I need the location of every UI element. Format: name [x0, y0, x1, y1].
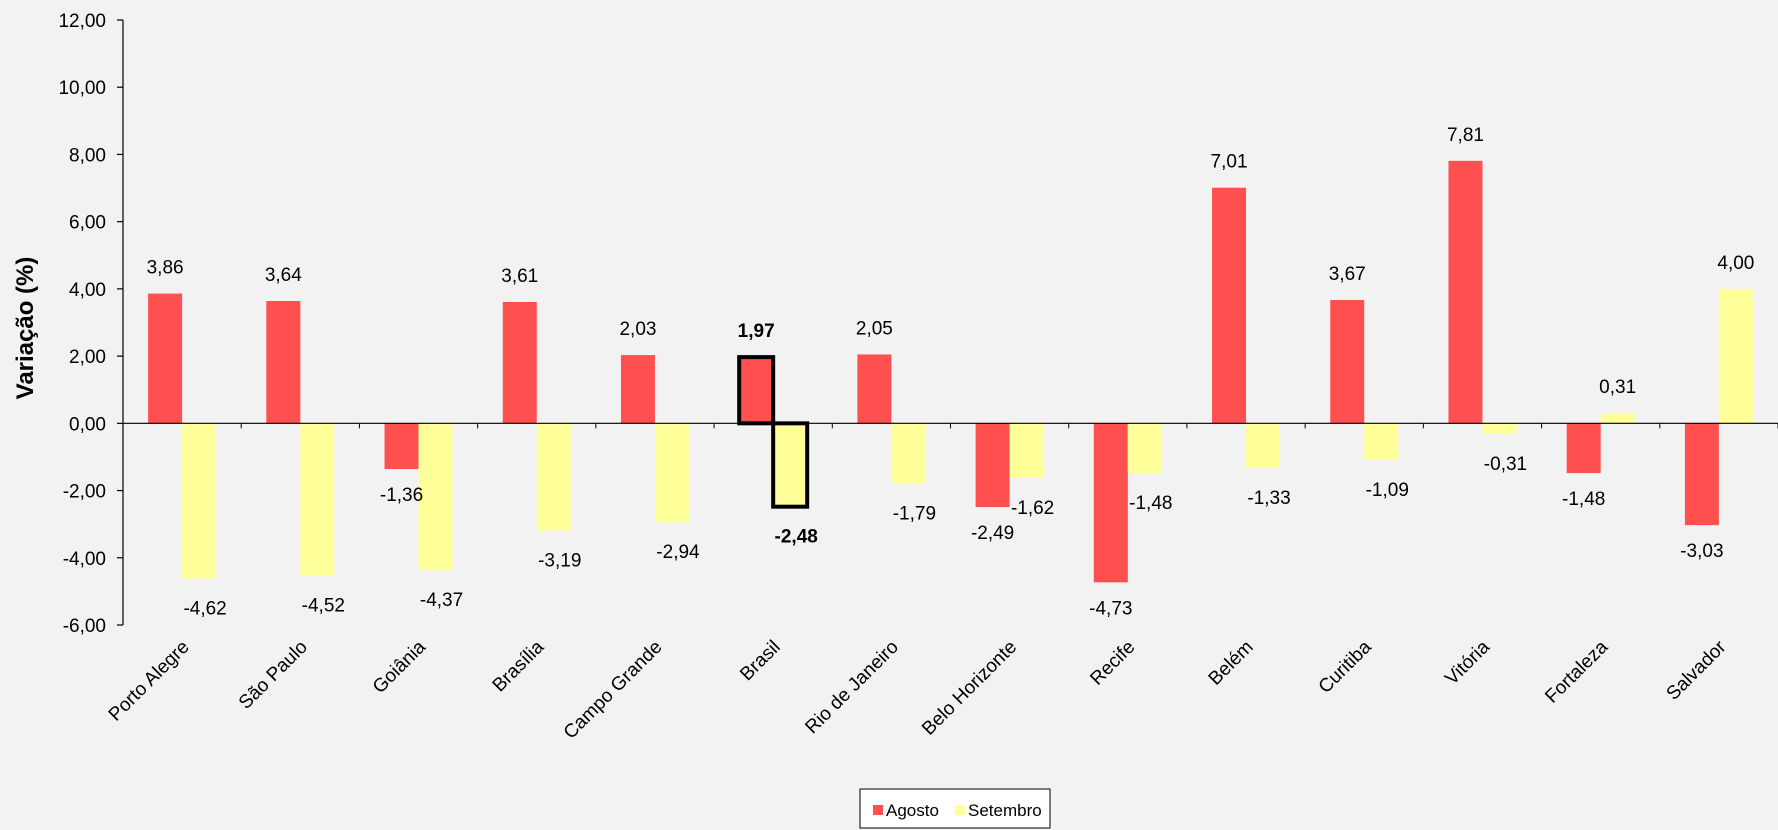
y-tick-label: 10,00 — [58, 78, 106, 99]
category-label: Brasília — [489, 636, 549, 696]
bar-setembro-10 — [1364, 423, 1399, 460]
y-tick-label: 0,00 — [69, 414, 106, 435]
bar-agosto-8 — [1093, 423, 1128, 583]
bar-agosto-3 — [502, 301, 537, 424]
bar-setembro-1 — [300, 423, 335, 576]
data-label-setembro-12: 0,31 — [1599, 377, 1636, 398]
category-label: Curitiba — [1315, 636, 1376, 697]
data-label-setembro-7: -1,62 — [1011, 498, 1054, 519]
data-label-agosto-9: 7,01 — [1211, 152, 1248, 173]
bar-agosto-9 — [1212, 187, 1247, 424]
data-label-agosto-8: -4,73 — [1089, 598, 1132, 619]
zero-line — [122, 422, 1778, 429]
data-label-setembro-6: -1,79 — [893, 503, 936, 524]
bar-setembro-6 — [891, 423, 926, 484]
category-label: Belo Horizonte — [918, 637, 1021, 740]
y-axis-title: Variação (%) — [12, 257, 39, 400]
y-tick-label: -6,00 — [63, 616, 106, 637]
category-label: Recife — [1086, 637, 1139, 690]
data-label-agosto-0: 3,86 — [147, 258, 184, 279]
data-label-setembro-5: -2,48 — [775, 527, 818, 548]
y-tick-label: 12,00 — [58, 11, 106, 32]
category-label: Fortaleza — [1541, 636, 1612, 707]
category-label: Vitória — [1441, 636, 1494, 689]
data-label-agosto-6: 2,05 — [856, 318, 893, 339]
bar-setembro-12 — [1600, 412, 1635, 424]
data-label-setembro-11: -0,31 — [1484, 454, 1527, 475]
category-label: Belém — [1205, 637, 1258, 690]
data-label-agosto-2: -1,36 — [380, 485, 423, 506]
bar-setembro-2 — [418, 423, 453, 571]
data-label-setembro-10: -1,09 — [1366, 480, 1409, 501]
legend-label-setembro: Setembro — [968, 801, 1042, 820]
data-label-agosto-7: -2,49 — [971, 523, 1014, 544]
y-tick-label: 8,00 — [69, 145, 106, 166]
bar-agosto-6 — [857, 354, 892, 424]
data-label-agosto-1: 3,64 — [265, 265, 302, 286]
bars — [148, 160, 1753, 583]
y-tick-label: -4,00 — [63, 549, 106, 570]
data-label-agosto-3: 3,61 — [501, 266, 538, 287]
data-label-agosto-4: 2,03 — [619, 319, 656, 340]
data-label-agosto-5: 1,97 — [738, 321, 775, 342]
data-label-setembro-9: -1,33 — [1247, 488, 1290, 509]
bar-setembro-8 — [1127, 423, 1162, 474]
data-label-setembro-3: -3,19 — [538, 551, 581, 572]
data-label-setembro-2: -4,37 — [420, 590, 463, 611]
category-label: São Paulo — [235, 637, 312, 714]
y-tick-label: 4,00 — [69, 280, 106, 301]
y-tick-label: -2,00 — [63, 482, 106, 503]
legend-label-agosto: Agosto — [886, 801, 939, 820]
bar-setembro-11 — [1482, 423, 1517, 434]
data-label-setembro-13: 4,00 — [1717, 253, 1754, 274]
bar-agosto-1 — [266, 300, 301, 424]
data-label-setembro-0: -4,62 — [183, 599, 226, 620]
y-axis: -6,00 -4,00 -2,00 0,00 2,00 4,00 6,00 8,00 10,00… — [58, 11, 124, 637]
bar-setembro-5 — [771, 421, 810, 509]
bar-agosto-5 — [737, 355, 776, 426]
legend: Agosto Setembro — [859, 788, 1051, 829]
data-label-agosto-13: -3,03 — [1680, 541, 1723, 562]
bar-agosto-7 — [975, 423, 1010, 508]
category-label: Goiânia — [369, 636, 430, 697]
data-label-setembro-4: -2,94 — [656, 542, 700, 563]
bar-agosto-13 — [1684, 423, 1719, 526]
bar-setembro-4 — [654, 423, 689, 523]
bar-agosto-2 — [384, 423, 419, 470]
data-label-setembro-1: -4,52 — [302, 595, 345, 616]
bar-agosto-11 — [1448, 160, 1483, 424]
x-axis-labels: Porto Alegre São Paulo Goiânia Brasília Camp… — [105, 636, 1731, 743]
legend-swatch-agosto — [873, 805, 883, 815]
y-tick-label: 2,00 — [69, 347, 106, 368]
category-label: Brasil — [736, 637, 784, 685]
bar-agosto-4 — [620, 355, 655, 424]
category-label: Salvador — [1663, 636, 1731, 704]
data-label-agosto-12: -1,48 — [1562, 489, 1605, 510]
data-label-agosto-11: 7,81 — [1447, 125, 1484, 146]
legend-swatch-setembro — [955, 805, 965, 815]
data-labels: 3,86 3,64 -1,36 3,61 2,03 1,97 2,05 -2,49 -4,73 7… — [147, 125, 1755, 620]
bar-agosto-0 — [148, 293, 183, 424]
y-tick-label: 6,00 — [69, 213, 106, 234]
bar-agosto-10 — [1330, 299, 1365, 424]
category-label: Rio de Janeiro — [801, 637, 902, 738]
category-label: Porto Alegre — [105, 637, 194, 726]
data-label-agosto-10: 3,67 — [1329, 264, 1366, 285]
bar-setembro-0 — [182, 423, 217, 579]
bar-agosto-12 — [1566, 423, 1601, 474]
bar-setembro-9 — [1246, 423, 1281, 469]
bar-setembro-13 — [1718, 288, 1753, 424]
data-label-setembro-8: -1,48 — [1129, 493, 1172, 514]
bar-setembro-3 — [536, 423, 571, 531]
bar-setembro-7 — [1009, 423, 1044, 478]
category-label: Campo Grande — [560, 637, 667, 744]
